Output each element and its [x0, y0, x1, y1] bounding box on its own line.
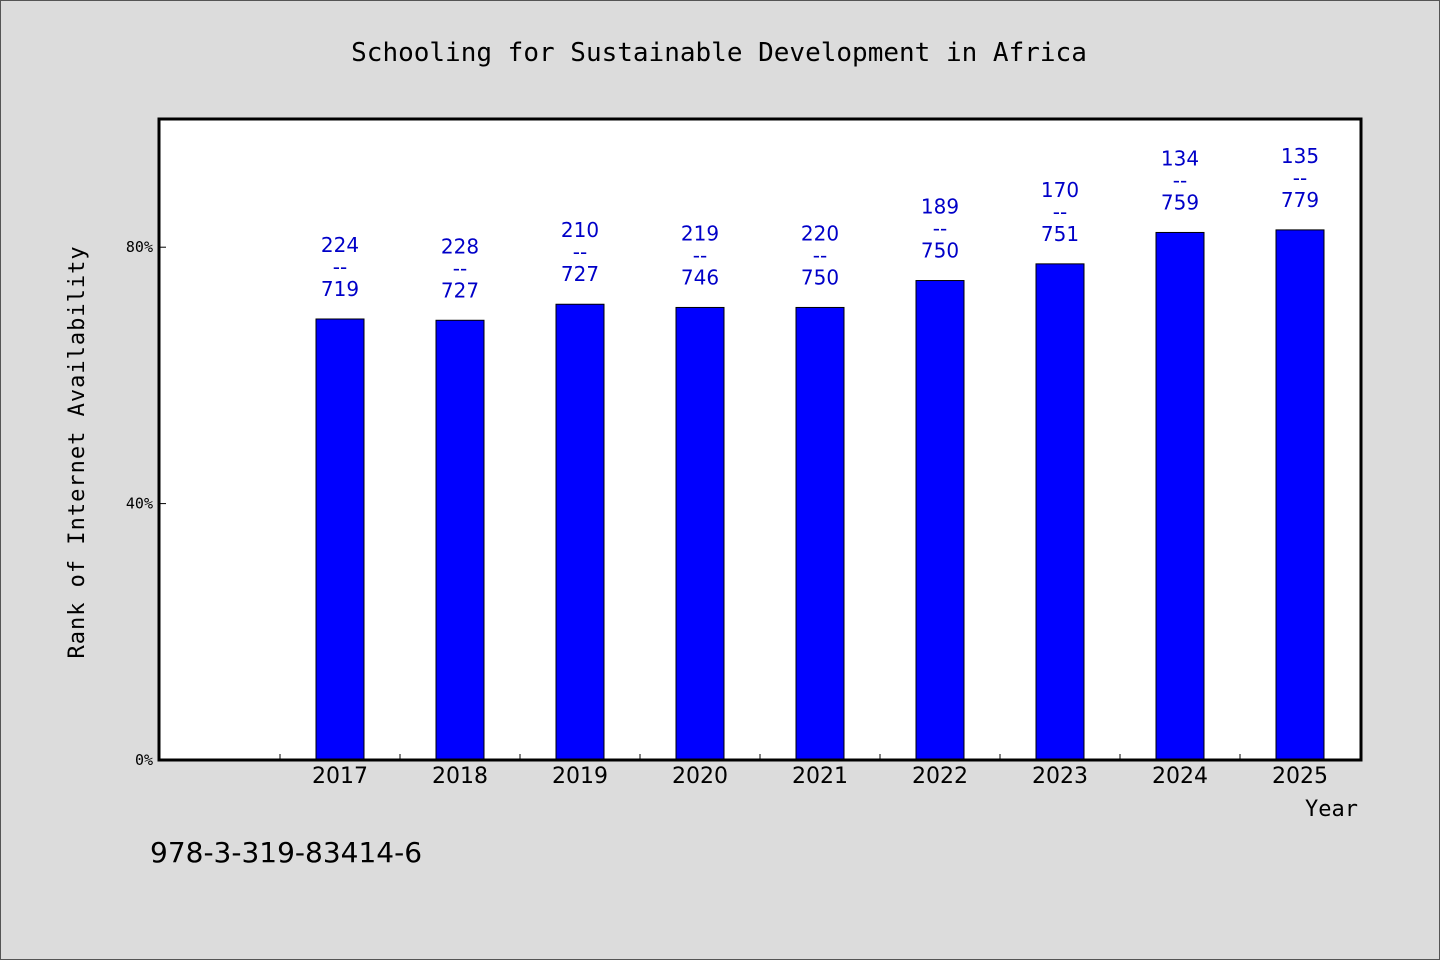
data-label-separator: -- — [693, 243, 707, 267]
x-tick-label-2025: 2025 — [1272, 764, 1328, 789]
y-axis-ticks: 0% 40% 80% — [126, 238, 166, 769]
footnote-isbn: 978-3-319-83414-6 — [150, 836, 422, 869]
data-label-top-2023: 170 — [1041, 178, 1079, 202]
bar-2021 — [795, 306, 845, 761]
y-axis-label: Rank of Internet Availability — [65, 245, 90, 658]
chart-title: Schooling for Sustainable Development in… — [351, 38, 1087, 68]
data-label-top-2017: 224 — [321, 233, 359, 257]
data-label-top-2021: 220 — [801, 221, 839, 245]
x-tick-label-2024: 2024 — [1152, 764, 1208, 789]
bar-2022 — [915, 280, 965, 761]
data-label-bottom-2024: 759 — [1161, 190, 1199, 214]
bar-2019 — [555, 303, 605, 761]
bar-2017 — [315, 318, 365, 761]
data-label-bottom-2018: 727 — [441, 278, 479, 302]
data-label-separator: -- — [1293, 166, 1307, 190]
x-tick-label-2020: 2020 — [672, 764, 728, 789]
data-label-top-2018: 228 — [441, 234, 479, 258]
data-label-top-2022: 189 — [921, 195, 959, 219]
data-label-bottom-2017: 719 — [321, 277, 359, 301]
data-label-separator: -- — [1053, 200, 1067, 224]
data-label-bottom-2021: 750 — [801, 265, 839, 289]
y-tick-label: 0% — [135, 751, 153, 769]
data-label-group: 224--719228--727210--727219--746220--750… — [321, 144, 1319, 302]
x-tick-label-2022: 2022 — [912, 764, 968, 789]
bar-2020 — [675, 306, 725, 761]
data-label-separator: -- — [573, 240, 587, 264]
x-tick-label-2018: 2018 — [432, 764, 488, 789]
bar-2024 — [1155, 231, 1205, 761]
data-label-bottom-2025: 779 — [1281, 188, 1319, 212]
x-axis-label: Year — [1305, 797, 1358, 822]
data-label-top-2024: 134 — [1161, 146, 1199, 170]
x-tick-label-2017: 2017 — [312, 764, 368, 789]
data-label-top-2019: 210 — [561, 218, 599, 242]
data-label-bottom-2020: 746 — [681, 265, 719, 289]
x-tick-label-2019: 2019 — [552, 764, 608, 789]
data-label-top-2020: 219 — [681, 221, 719, 245]
bar-2023 — [1035, 263, 1085, 761]
bar-2018 — [435, 319, 485, 761]
data-label-bottom-2023: 751 — [1041, 222, 1079, 246]
data-label-separator: -- — [1173, 168, 1187, 192]
data-label-separator: -- — [453, 256, 467, 280]
bar-2025 — [1275, 229, 1325, 761]
data-label-separator: -- — [813, 243, 827, 267]
data-label-top-2025: 135 — [1281, 144, 1319, 168]
bar-group — [315, 229, 1325, 761]
data-label-separator: -- — [333, 255, 347, 279]
y-tick-label: 40% — [126, 495, 153, 513]
data-label-bottom-2022: 750 — [921, 239, 959, 263]
x-tick-label-2023: 2023 — [1032, 764, 1088, 789]
y-tick-label: 80% — [126, 238, 153, 256]
x-axis-ticks: 2017 2018 2019 2020 2021 2022 2023 2024 2025 — [279, 754, 1361, 789]
x-tick-label-2021: 2021 — [792, 764, 848, 789]
data-label-bottom-2019: 727 — [561, 262, 599, 286]
data-label-separator: -- — [933, 217, 947, 241]
